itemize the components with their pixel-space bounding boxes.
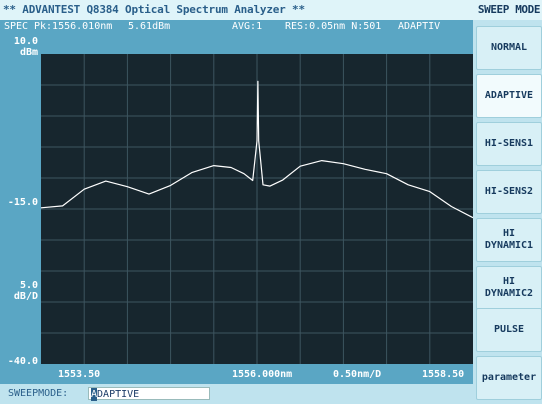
x-stop-label: 1558.50	[422, 369, 465, 380]
sweepmode-input[interactable]: ADAPTIVE	[88, 387, 210, 401]
softkey-parameter[interactable]: parameter	[476, 356, 542, 400]
mode-readout: ADAPTIV	[398, 21, 441, 32]
x-span-label: 0.50nm/D	[333, 369, 382, 380]
x-start-label: 1553.50	[58, 369, 101, 380]
resolution-readout: RES:0.05nm N:501	[285, 21, 382, 32]
sweepmode-value: DAPTIVE	[97, 389, 140, 400]
softkey-normal[interactable]: NORMAL	[476, 26, 542, 70]
softkey-adaptive[interactable]: ADAPTIVE	[476, 74, 542, 118]
peak-wavelength: Pk:1556.010nm	[34, 21, 113, 32]
menu-title: SWEEP MODE	[477, 3, 541, 16]
text-cursor: A	[91, 388, 98, 401]
y-bottom-value: -40.0	[7, 356, 38, 367]
spectrum-graph	[41, 54, 473, 364]
spectrum-trace	[41, 80, 473, 219]
info-bar: SPEC Pk:1556.010nm 5.61dBm AVG:1 RES:0.0…	[0, 20, 473, 34]
x-center-label: 1556.000nm	[232, 369, 293, 380]
sweepmode-label: SWEEPMODE:	[8, 388, 69, 399]
peak-level: 5.61dBm	[128, 21, 171, 32]
y-ref-value: -15.0	[7, 197, 38, 208]
softkey-menu: NORMAL ADAPTIVE HI-SENS1 HI-SENS2 HI DYN…	[476, 20, 542, 404]
window-title: ** ADVANTEST Q8384 Optical Spectrum Anal…	[3, 3, 305, 16]
title-bar: ** ADVANTEST Q8384 Optical Spectrum Anal…	[0, 0, 542, 20]
spectrum-panel: SPEC Pk:1556.010nm 5.61dBm AVG:1 RES:0.0…	[0, 20, 473, 384]
y-scale-unit: dB/D	[13, 291, 38, 302]
softkey-hi-sens2[interactable]: HI-SENS2	[476, 170, 542, 214]
softkey-hi-sens1[interactable]: HI-SENS1	[476, 122, 542, 166]
softkey-pulse[interactable]: PULSE	[476, 308, 542, 352]
status-bar: SWEEPMODE: ADAPTIVE	[0, 384, 473, 404]
spec-label: SPEC	[4, 21, 29, 32]
softkey-hi-dynamic2[interactable]: HI DYNAMIC2	[476, 266, 542, 310]
y-scale-value: 5.0	[19, 280, 38, 291]
y-top-unit: dBm	[19, 47, 38, 58]
softkey-hi-dynamic1[interactable]: HI DYNAMIC1	[476, 218, 542, 262]
avg-readout: AVG:1	[232, 21, 263, 32]
y-top-value: 10.0	[13, 36, 38, 47]
